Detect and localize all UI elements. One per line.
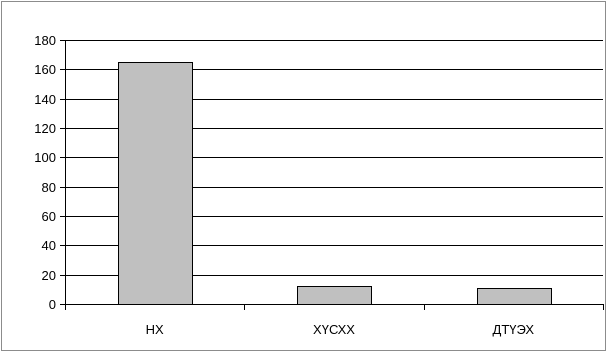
y-tick-label: 60	[42, 209, 56, 224]
y-tick-label: 40	[42, 238, 56, 253]
x-tick-labels: НХ ХҮСХХ ДТҮЭХ	[146, 322, 535, 337]
y-axis	[60, 40, 66, 305]
y-tick-label: 20	[42, 268, 56, 283]
bars	[118, 62, 552, 305]
y-tick-labels: 0 20 40 60 80 100 120 140 160 180	[34, 33, 56, 312]
y-tick-label: 160	[34, 62, 56, 77]
x-category-label: ХҮСХХ	[313, 322, 355, 337]
x-category-label: НХ	[146, 322, 164, 337]
bar-2	[297, 286, 372, 305]
y-tick-label: 80	[42, 180, 56, 195]
bar-1	[118, 62, 193, 305]
y-tick-label: 180	[34, 33, 56, 48]
y-tick-label: 140	[34, 92, 56, 107]
y-tick-label: 0	[49, 297, 56, 312]
x-category-label: ДТҮЭХ	[493, 322, 535, 337]
bar-3	[477, 288, 552, 305]
y-tick-label: 100	[34, 150, 56, 165]
y-tick-label: 120	[34, 121, 56, 136]
